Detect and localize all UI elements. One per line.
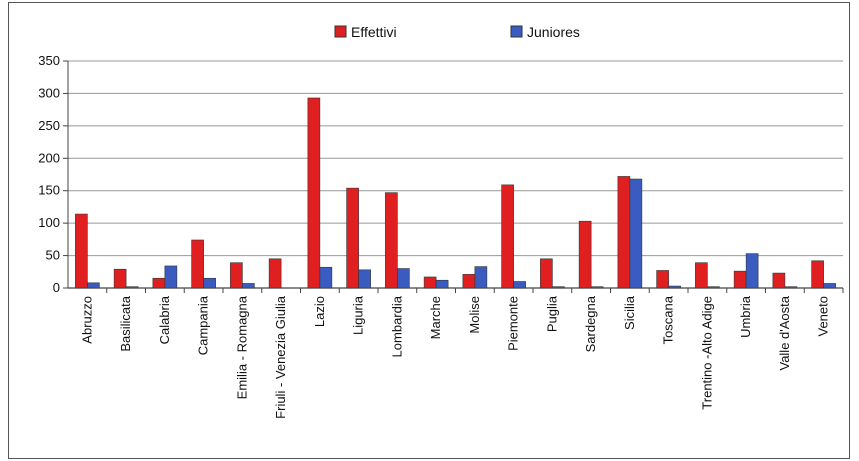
y-axis-ticks: 0 50 100 150 200 250 300 350 xyxy=(38,53,843,295)
x-tick-label: Trentino -Alto Adige xyxy=(699,296,714,410)
legend-label-effettivi: Effettivi xyxy=(351,24,397,40)
bar-effettivi-puglia xyxy=(540,258,553,289)
bar-juniores-puglia xyxy=(552,286,565,289)
bar-effettivi-emilia-romagna xyxy=(230,262,243,289)
x-tick-label: Campania xyxy=(196,295,211,355)
x-tick-label: Piemonte xyxy=(506,296,521,351)
bar-effettivi-liguria xyxy=(346,187,359,289)
y-tick-label: 100 xyxy=(38,215,60,230)
bar-juniores-valle-d-aosta xyxy=(784,286,798,289)
bar-juniores-emilia-romagna xyxy=(242,283,255,289)
bar-effettivi-campania xyxy=(191,239,204,289)
bar-juniores-toscana xyxy=(668,285,681,289)
y-tick-label: 300 xyxy=(38,85,60,100)
bar-effettivi-friuli-venezia-giulia xyxy=(268,258,282,289)
y-tick-label: 350 xyxy=(38,53,60,68)
bar-juniores-abruzzo xyxy=(87,282,100,289)
legend-swatch-juniores xyxy=(510,25,523,38)
bar-effettivi-veneto xyxy=(811,260,824,289)
bar-effettivi-sardegna xyxy=(578,220,592,289)
x-tick-label: Puglia xyxy=(544,295,559,332)
bar-juniores-marche xyxy=(435,279,449,289)
x-tick-label: Umbria xyxy=(738,295,753,338)
x-tick-label: Basilicata xyxy=(118,295,133,351)
y-tick-label: 250 xyxy=(38,118,60,133)
bars xyxy=(75,97,836,289)
x-tick-label: Abruzzo xyxy=(79,296,94,344)
bar-effettivi-sicilia xyxy=(617,176,631,289)
bar-juniores-campania xyxy=(203,277,216,289)
bar-juniores-basilicata xyxy=(125,286,139,289)
x-tick-label: Sicilia xyxy=(622,295,637,330)
bar-effettivi-toscana xyxy=(656,270,669,289)
bar-juniores-molise xyxy=(474,266,488,289)
x-axis-ticks: Abruzzo Basilicata Calabria Campania Emilia … xyxy=(79,288,844,419)
x-tick-label: Sardegna xyxy=(583,295,598,352)
bar-effettivi-abruzzo xyxy=(75,213,88,289)
bar-effettivi-basilicata xyxy=(113,268,127,289)
x-tick-label: Calabria xyxy=(157,295,172,344)
x-tick-label: Emilia - Romagna xyxy=(234,295,249,399)
bar-juniores-trentino-alto-adige xyxy=(707,286,720,289)
bar-juniores-liguria xyxy=(358,269,371,289)
bar-effettivi-umbria xyxy=(733,270,747,289)
x-tick-label: Veneto xyxy=(816,296,831,337)
bar-juniores-calabria xyxy=(164,265,178,289)
bar-juniores-sardegna xyxy=(590,286,604,289)
x-tick-label: Toscana xyxy=(661,295,676,344)
bar-effettivi-trentino-alto-adige xyxy=(695,262,708,289)
bar-effettivi-valle-d-aosta xyxy=(772,272,786,289)
x-tick-label: Valle d'Aosta xyxy=(777,295,792,370)
y-tick-label: 150 xyxy=(38,183,60,198)
bar-juniores-umbria xyxy=(745,253,759,289)
y-tick-label: 0 xyxy=(53,280,60,295)
bar-juniores-piemonte xyxy=(513,281,526,289)
chart-frame xyxy=(8,2,850,459)
legend-label-juniores: Juniores xyxy=(527,24,580,40)
bar-effettivi-piemonte xyxy=(501,184,514,289)
bar-juniores-sicilia xyxy=(629,178,643,289)
x-tick-label: Marche xyxy=(428,296,443,339)
x-tick-label: Lazio xyxy=(312,296,327,327)
gridlines xyxy=(68,60,843,289)
y-tick-label: 50 xyxy=(46,248,60,263)
x-tick-label: Liguria xyxy=(351,295,366,335)
x-tick-label: Friuli - Venezia Giulia xyxy=(273,295,288,419)
legend-swatch-effettivi xyxy=(334,25,347,38)
bar-juniores-veneto xyxy=(823,283,836,289)
x-tick-label: Lombardia xyxy=(389,295,404,357)
bar-effettivi-marche xyxy=(423,276,437,289)
bar-effettivi-molise xyxy=(462,274,476,289)
bar-juniores-lombardia xyxy=(397,268,410,289)
bar-effettivi-calabria xyxy=(152,277,166,289)
x-tick-label: Molise xyxy=(467,296,482,334)
bar-effettivi-lazio xyxy=(307,97,321,289)
legend: Effettivi Juniores xyxy=(334,24,580,40)
bar-juniores-lazio xyxy=(319,266,333,289)
y-tick-label: 200 xyxy=(38,150,60,165)
bar-effettivi-lombardia xyxy=(385,192,398,289)
